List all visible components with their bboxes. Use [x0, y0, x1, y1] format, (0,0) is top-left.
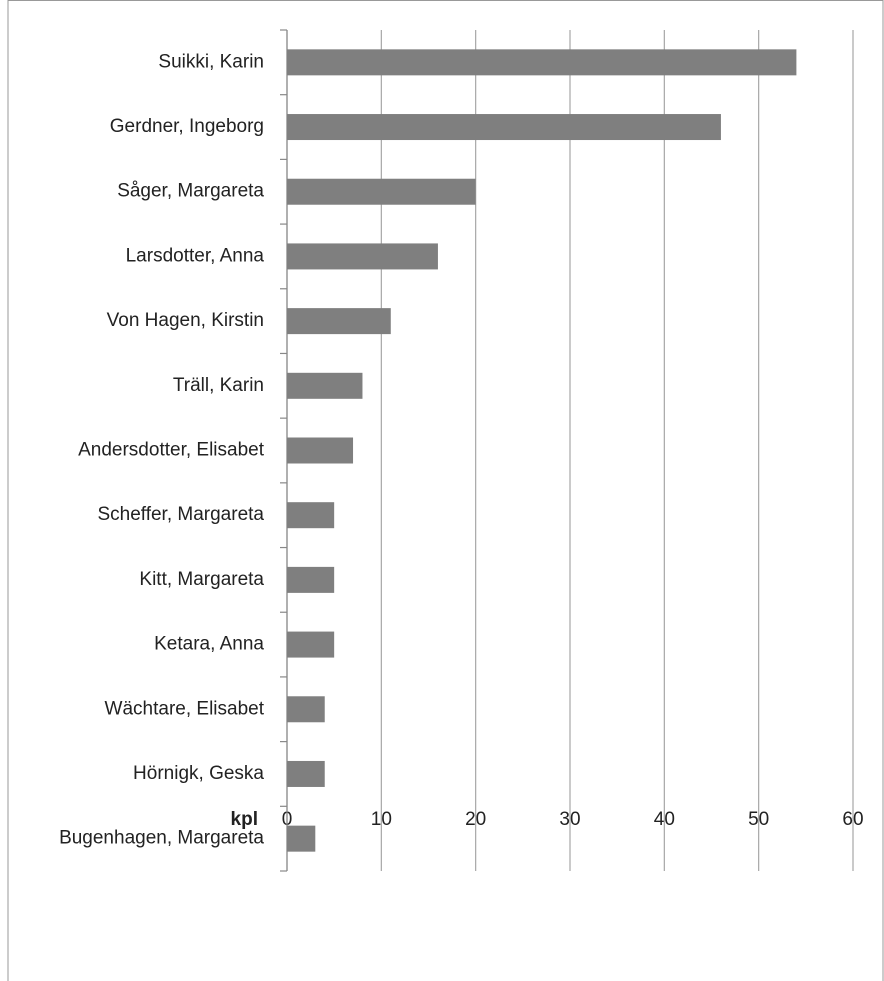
bar [287, 178, 476, 205]
y-tick-label: Andersdotter, Elisabet [78, 440, 265, 461]
x-axis-label: kpl [231, 809, 258, 830]
bar [287, 372, 363, 399]
bar [287, 308, 391, 335]
bar [287, 825, 316, 852]
y-tick-label: Hörnigk, Geska [133, 763, 264, 784]
y-tick-label: Ketara, Anna [154, 634, 264, 655]
bar [287, 631, 335, 658]
bar [287, 760, 325, 787]
y-tick-label: Von Hagen, Kirstin [107, 310, 264, 331]
y-tick-label: Gerdner, Ingeborg [110, 116, 264, 137]
bar [287, 49, 797, 76]
x-tick-label: 50 [748, 809, 769, 830]
bar [287, 696, 325, 723]
y-tick-label: Såger, Margareta [117, 181, 264, 202]
bar [287, 502, 335, 529]
x-tick-label: 40 [654, 809, 675, 830]
bar [287, 437, 354, 464]
x-tick-label: 60 [842, 809, 863, 830]
y-tick-label: Larsdotter, Anna [126, 245, 265, 266]
bar [287, 566, 335, 593]
x-tick-label: 20 [465, 809, 486, 830]
x-tick-label: 10 [371, 809, 392, 830]
y-tick-label: Kitt, Margareta [139, 569, 264, 590]
y-tick-label: Scheffer, Margareta [97, 504, 264, 525]
x-tick-label: 30 [559, 809, 580, 830]
bar [287, 243, 438, 270]
y-tick-label: Träll, Karin [173, 375, 264, 396]
y-tick-label: Wächtare, Elisabet [105, 698, 265, 719]
frame [7, 0, 884, 981]
y-tick-label: Suikki, Karin [158, 51, 264, 72]
y-tick-label: Bugenhagen, Margareta [59, 828, 264, 849]
bar [287, 114, 721, 141]
